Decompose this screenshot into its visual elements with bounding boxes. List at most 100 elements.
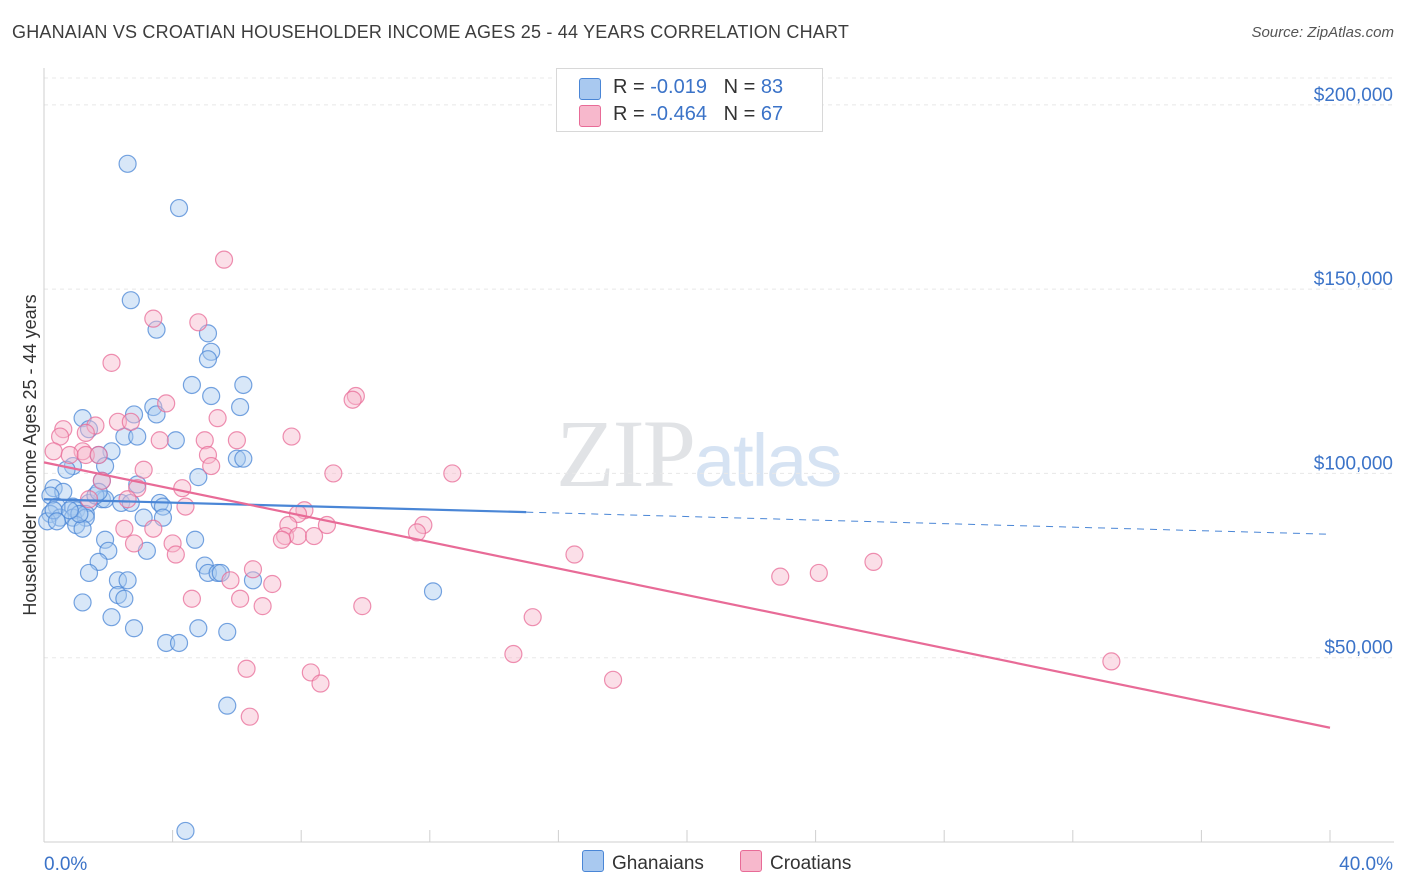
data-point: [189, 619, 208, 638]
data-point: [182, 375, 201, 395]
data-point: [195, 431, 214, 450]
data-point: [198, 350, 218, 369]
data-point: [1102, 652, 1121, 671]
data-point: [108, 571, 128, 590]
data-point: [108, 412, 128, 431]
legend-r-value-ghanaians: -0.019: [650, 76, 707, 98]
data-point: [57, 460, 76, 479]
data-point: [443, 464, 462, 483]
data-point: [150, 431, 169, 450]
data-point: [231, 397, 250, 417]
data-point: [231, 589, 250, 608]
data-point: [189, 313, 208, 332]
bottom-legend-croatians: Croatians: [740, 850, 851, 875]
data-point: [118, 490, 137, 509]
data-point: [189, 468, 208, 487]
data-point: [211, 563, 230, 583]
data-point: [124, 534, 144, 553]
data-point: [47, 512, 66, 531]
data-point: [182, 589, 201, 608]
source-credit: Source: ZipAtlas.com: [1251, 24, 1394, 41]
data-point: [44, 501, 63, 520]
data-point: [234, 449, 253, 468]
data-point: [603, 670, 623, 689]
legend-swatch-croatians: [579, 105, 601, 127]
data-point: [864, 552, 883, 571]
data-point: [253, 597, 272, 616]
legend-swatch-ghanaians: [579, 78, 601, 100]
data-point: [124, 619, 144, 638]
trend-line: [43, 498, 527, 514]
trend-line: [43, 461, 1331, 729]
data-point: [60, 445, 79, 465]
series-croatians: [44, 250, 1121, 726]
data-point: [173, 479, 192, 498]
data-point: [73, 519, 92, 538]
data-point: [176, 821, 195, 841]
watermark: ZIPatlas: [556, 398, 842, 509]
data-point: [157, 633, 176, 653]
data-point: [227, 449, 246, 468]
data-point: [76, 423, 95, 442]
data-point: [240, 707, 259, 726]
bottom-legend-label-ghanaians: Ghanaians: [612, 853, 704, 874]
data-point: [523, 608, 542, 627]
data-point: [227, 431, 246, 450]
data-point: [304, 526, 324, 546]
legend-n-value-croatians: 67: [760, 103, 784, 125]
series-ghanaians: [38, 154, 443, 841]
x-tick-label: 40.0%: [1339, 854, 1393, 875]
data-point: [134, 460, 153, 479]
data-point: [147, 320, 166, 339]
data-point: [343, 390, 362, 409]
data-point: [237, 659, 256, 678]
data-point: [234, 375, 253, 395]
data-point: [186, 530, 205, 549]
legend-r-label: R =: [613, 76, 645, 98]
data-point: [38, 512, 57, 531]
data-point: [423, 582, 443, 601]
tick-labels: $50,000 $100,000 $150,000 $200,000 0.0% 40.0%: [44, 85, 1393, 875]
watermark-zip: ZIP: [556, 400, 696, 507]
data-point: [202, 456, 221, 476]
data-point: [95, 530, 115, 549]
data-point: [809, 563, 828, 583]
data-point: [198, 445, 218, 465]
data-point: [166, 431, 185, 450]
y-axis-title: Householder Income Ages 25 - 44 years: [20, 294, 40, 615]
data-point: [169, 198, 189, 218]
data-point: [115, 589, 134, 608]
data-point: [79, 563, 99, 583]
bottom-legend-swatch-ghanaians: [582, 850, 604, 872]
data-point: [243, 560, 263, 579]
data-point: [121, 412, 140, 431]
bottom-legend-swatch-croatians: [740, 850, 762, 872]
legend-n-label: N =: [723, 103, 756, 125]
trend-line-extension: [526, 511, 1331, 535]
data-point: [198, 563, 218, 583]
data-point: [208, 409, 227, 428]
data-point: [263, 574, 282, 594]
data-point: [60, 501, 79, 520]
data-point: [92, 471, 111, 490]
data-point: [102, 353, 121, 372]
y-tick-label: $200,000: [1314, 85, 1393, 106]
legend-n-label: N =: [723, 76, 756, 98]
axes: [43, 68, 1394, 843]
bottom-legend-ghanaians: Ghanaians: [582, 850, 704, 875]
data-point: [121, 291, 140, 310]
data-point: [169, 633, 189, 653]
legend-r-label: R =: [613, 103, 645, 125]
data-point: [218, 622, 237, 642]
bottom-legend-label-croatians: Croatians: [770, 853, 852, 874]
chart-title: GHANAIAN VS CROATIAN HOUSEHOLDER INCOME …: [12, 22, 850, 42]
data-point: [102, 608, 121, 627]
data-point: [311, 674, 330, 693]
legend-r-value-croatians: -0.464: [650, 103, 707, 125]
y-tick-label: $50,000: [1324, 638, 1393, 659]
data-point: [115, 519, 134, 538]
correlation-legend: R = -0.019 N = 83 R = -0.464 N = 67: [556, 68, 823, 132]
data-point: [221, 571, 240, 590]
data-point: [407, 523, 427, 542]
